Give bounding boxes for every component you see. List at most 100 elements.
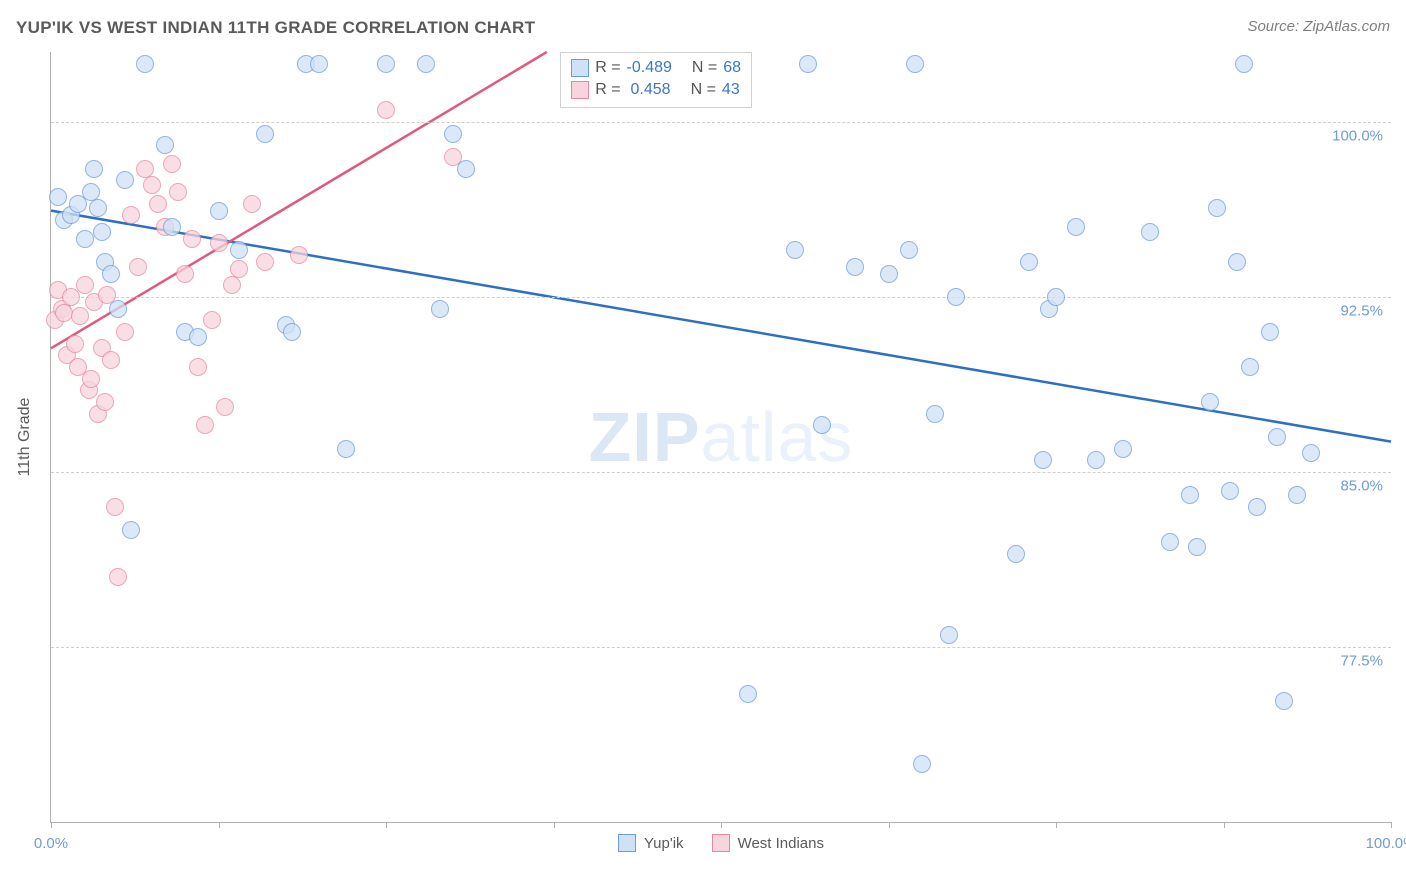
data-point-blue	[1087, 451, 1105, 469]
data-point-blue	[283, 323, 301, 341]
data-point-blue	[739, 685, 757, 703]
data-point-blue	[82, 183, 100, 201]
data-point-blue	[102, 265, 120, 283]
data-point-blue	[1188, 538, 1206, 556]
data-point-blue	[947, 288, 965, 306]
data-point-blue	[1047, 288, 1065, 306]
x-tick	[386, 822, 387, 828]
legend-r-blue: -0.489	[627, 59, 672, 77]
correlation-legend: R = -0.489 N = 68 R = 0.458 N = 43	[560, 52, 752, 108]
x-tick	[721, 822, 722, 828]
data-point-blue	[444, 125, 462, 143]
data-point-pink	[76, 276, 94, 294]
data-point-blue	[813, 416, 831, 434]
series-name-blue: Yup'ik	[644, 835, 684, 852]
data-point-pink	[96, 393, 114, 411]
legend-n-label: N =	[692, 59, 717, 77]
data-point-blue	[906, 55, 924, 73]
data-point-blue	[116, 171, 134, 189]
data-point-pink	[122, 206, 140, 224]
legend-n-pink: 43	[722, 81, 740, 99]
x-tick	[1224, 822, 1225, 828]
data-point-blue	[163, 218, 181, 236]
data-point-blue	[89, 199, 107, 217]
data-point-blue	[1288, 486, 1306, 504]
data-point-pink	[290, 246, 308, 264]
data-point-blue	[431, 300, 449, 318]
data-point-pink	[143, 176, 161, 194]
data-point-pink	[176, 265, 194, 283]
data-point-blue	[189, 328, 207, 346]
data-point-blue	[913, 755, 931, 773]
data-point-pink	[149, 195, 167, 213]
data-point-blue	[1067, 218, 1085, 236]
swatch-blue	[571, 59, 589, 77]
legend-r-label: R =	[595, 59, 620, 77]
data-point-pink	[109, 568, 127, 586]
data-point-blue	[210, 202, 228, 220]
data-point-blue	[900, 241, 918, 259]
x-tick	[51, 822, 52, 828]
x-tick	[219, 822, 220, 828]
gridline-h	[51, 122, 1391, 123]
data-point-blue	[310, 55, 328, 73]
series-legend: Yup'ik West Indians	[51, 834, 1391, 852]
data-point-pink	[243, 195, 261, 213]
series-name-pink: West Indians	[738, 835, 824, 852]
data-point-pink	[216, 398, 234, 416]
data-point-blue	[1275, 692, 1293, 710]
data-point-blue	[417, 55, 435, 73]
x-tick	[554, 822, 555, 828]
y-axis-label: 11th Grade	[16, 398, 34, 477]
chart-title: YUP'IK VS WEST INDIAN 11TH GRADE CORRELA…	[16, 18, 535, 37]
data-point-pink	[106, 498, 124, 516]
data-point-blue	[786, 241, 804, 259]
legend-row-pink: R = 0.458 N = 43	[571, 79, 741, 101]
data-point-blue	[1007, 545, 1025, 563]
trend-lines	[51, 52, 1391, 822]
data-point-blue	[1201, 393, 1219, 411]
data-point-pink	[256, 253, 274, 271]
data-point-pink	[136, 160, 154, 178]
data-point-pink	[196, 416, 214, 434]
data-point-blue	[1302, 444, 1320, 462]
y-tick-label: 85.0%	[1340, 478, 1383, 495]
legend-n-blue: 68	[723, 59, 741, 77]
source-label: Source: ZipAtlas.com	[1247, 18, 1390, 35]
legend-row-blue: R = -0.489 N = 68	[571, 57, 741, 79]
data-point-pink	[223, 276, 241, 294]
x-tick	[889, 822, 890, 828]
data-point-pink	[377, 101, 395, 119]
data-point-blue	[49, 188, 67, 206]
data-point-pink	[210, 234, 228, 252]
data-point-blue	[93, 223, 111, 241]
data-point-pink	[203, 311, 221, 329]
data-point-blue	[1228, 253, 1246, 271]
legend-r-label: R =	[595, 81, 620, 99]
data-point-pink	[116, 323, 134, 341]
legend-item-blue: Yup'ik	[618, 834, 684, 852]
data-point-blue	[1221, 482, 1239, 500]
data-point-blue	[1241, 358, 1259, 376]
scatter-plot: ZIPatlas R = -0.489 N = 68 R = 0.458 N =…	[50, 52, 1391, 823]
x-tick-label: 0.0%	[34, 835, 68, 852]
trend-line	[51, 211, 1391, 442]
data-point-blue	[1181, 486, 1199, 504]
data-point-blue	[337, 440, 355, 458]
swatch-pink	[712, 834, 730, 852]
data-point-blue	[230, 241, 248, 259]
data-point-blue	[76, 230, 94, 248]
data-point-blue	[457, 160, 475, 178]
x-tick	[1056, 822, 1057, 828]
data-point-blue	[799, 55, 817, 73]
data-point-blue	[1248, 498, 1266, 516]
legend-item-pink: West Indians	[712, 834, 824, 852]
data-point-blue	[136, 55, 154, 73]
data-point-pink	[129, 258, 147, 276]
data-point-blue	[1020, 253, 1038, 271]
data-point-blue	[122, 521, 140, 539]
data-point-blue	[85, 160, 103, 178]
y-tick-label: 100.0%	[1332, 128, 1383, 145]
data-point-blue	[846, 258, 864, 276]
gridline-h	[51, 472, 1391, 473]
